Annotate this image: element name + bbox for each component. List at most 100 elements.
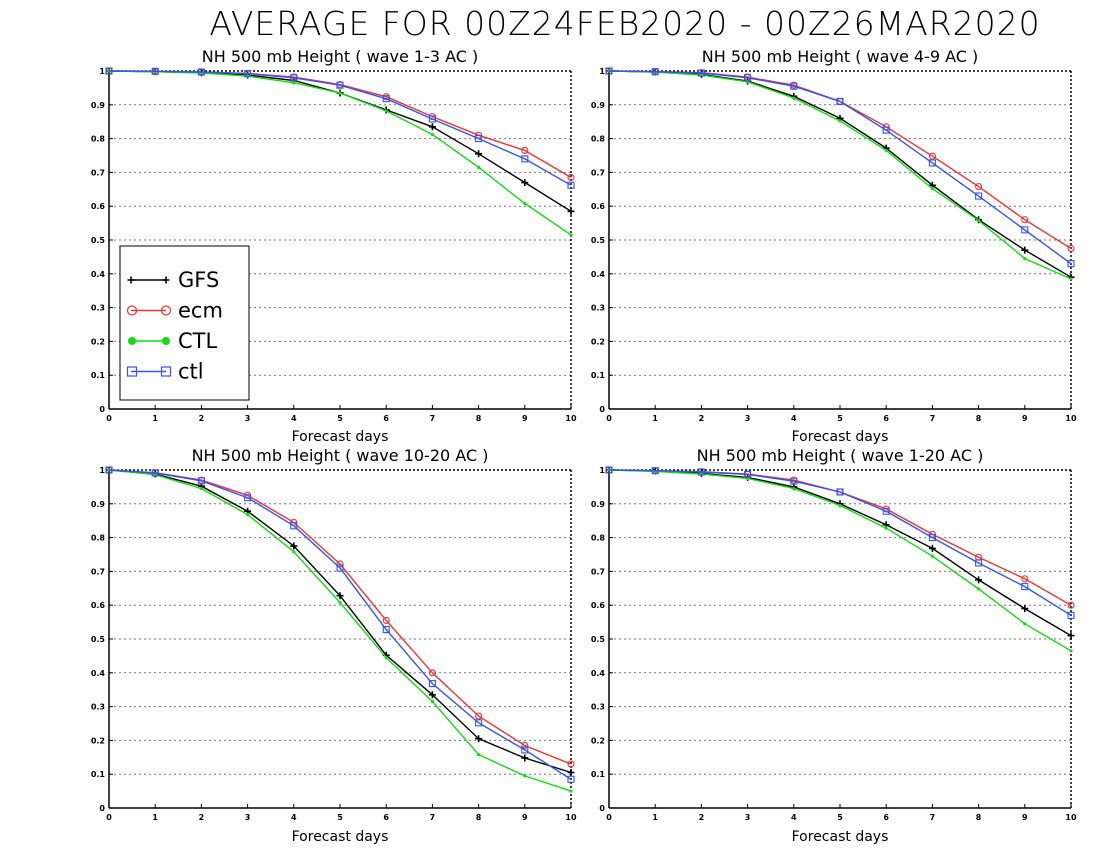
data-point <box>477 165 481 169</box>
legend: GFS ecm CTL ctl <box>119 245 250 401</box>
x-tick-label: 5 <box>337 813 343 822</box>
data-point <box>567 173 575 182</box>
data-point <box>930 187 935 191</box>
data-point <box>838 119 842 123</box>
data-point <box>384 109 388 113</box>
data-point <box>523 201 527 206</box>
x-tick-label: 3 <box>245 813 251 822</box>
data-point <box>428 691 436 699</box>
x-axis-label: Forecast days <box>792 429 889 445</box>
legend-box <box>119 245 250 401</box>
data-point <box>1067 244 1075 252</box>
data-point <box>975 192 983 200</box>
x-tick-label: 1 <box>652 414 658 423</box>
y-tick-label: 0.4 <box>91 669 106 678</box>
x-tick-label: 0 <box>606 414 612 423</box>
legend-item-ctl: ctl <box>126 360 204 384</box>
data-point <box>151 469 159 477</box>
y-tick-label: 0.8 <box>591 135 606 144</box>
x-tick-label: 2 <box>699 414 705 423</box>
series-GFS <box>105 466 575 777</box>
legend-marker <box>160 366 172 377</box>
y-tick-label: 0.1 <box>591 371 606 380</box>
data-point <box>1021 216 1029 224</box>
data-point <box>1021 226 1029 234</box>
data-point <box>697 468 705 476</box>
data-point <box>1023 256 1027 261</box>
x-tick-label: 6 <box>383 813 389 822</box>
y-tick-label: 0.3 <box>591 304 605 313</box>
y-tick-label: 0.2 <box>591 736 605 745</box>
y-tick-label: 0.5 <box>91 635 106 644</box>
x-tick-label: 4 <box>791 414 797 423</box>
data-point <box>744 470 752 478</box>
data-point <box>882 507 890 515</box>
x-tick-label: 0 <box>106 813 112 822</box>
data-point <box>1067 260 1075 268</box>
data-point <box>244 494 252 502</box>
y-tick-label: 0.8 <box>91 534 106 543</box>
series-ecm <box>605 67 1075 252</box>
y-tick-label: 0.4 <box>591 669 606 678</box>
x-tick-label: 8 <box>976 414 982 423</box>
data-point <box>1067 601 1075 609</box>
x-tick-label: 7 <box>430 414 436 423</box>
data-point <box>1021 605 1029 613</box>
series-line <box>108 469 572 792</box>
legend-marker <box>128 337 136 345</box>
panel-1: NH 500 mb Height ( wave 1-3 AC ) 0 0.1 0.2 0… <box>91 47 577 445</box>
x-tick-label: 0 <box>606 813 612 822</box>
y-tick-label: 0.1 <box>591 770 606 779</box>
data-point <box>567 760 575 768</box>
data-point <box>1069 649 1073 653</box>
x-tick-label: 2 <box>699 813 705 822</box>
y-tick-label: 0 <box>599 804 605 813</box>
x-tick-label: 10 <box>565 813 577 822</box>
data-point <box>792 486 796 491</box>
data-point <box>569 789 573 793</box>
data-point <box>290 74 298 82</box>
data-point <box>569 233 573 237</box>
data-point <box>605 67 613 75</box>
legend-label: CTL <box>178 329 217 353</box>
x-tick-label: 1 <box>152 813 158 822</box>
legend-marker <box>162 276 170 284</box>
series-line <box>608 70 1072 265</box>
panel-4: NH 500 mb Height ( wave 1-20 AC ) 0 0.1 0.2… <box>591 446 1077 845</box>
y-tick-label: 0.6 <box>91 601 106 610</box>
data-point <box>477 752 481 757</box>
data-point <box>197 477 205 485</box>
legend-marker <box>126 366 138 377</box>
y-tick-label: 0.9 <box>91 101 106 110</box>
legend-item-GFS: GFS <box>127 268 219 292</box>
data-point <box>105 466 113 474</box>
x-tick-label: 5 <box>837 813 843 822</box>
panel-3: NH 500 mb Height ( wave 10-20 AC ) 0 0.1 0.… <box>91 446 577 845</box>
x-tick-label: 8 <box>476 813 482 822</box>
y-tick-label: 0.6 <box>591 601 606 610</box>
y-tick-label: 0.7 <box>591 567 605 576</box>
data-point <box>567 207 575 215</box>
y-tick-label: 0.9 <box>591 101 606 110</box>
data-point <box>977 587 981 591</box>
data-point <box>928 534 936 542</box>
data-point <box>475 150 483 158</box>
data-point <box>475 719 483 727</box>
panel-title: NH 500 mb Height ( wave 1-3 AC ) <box>202 47 479 66</box>
data-point <box>567 775 575 783</box>
data-point <box>928 152 936 160</box>
data-point <box>928 544 936 552</box>
data-point <box>338 600 342 605</box>
x-tick-label: 7 <box>930 813 936 822</box>
legend-item-CTL: CTL <box>128 329 217 353</box>
y-tick-label: 0.8 <box>591 534 606 543</box>
series-line <box>108 469 572 765</box>
x-tick-label: 3 <box>245 414 251 423</box>
series-GFS <box>105 67 575 215</box>
legend-label: ctl <box>178 360 204 384</box>
y-tick-label: 0.8 <box>91 135 106 144</box>
data-point <box>475 735 483 743</box>
y-tick-label: 1 <box>599 466 605 475</box>
data-point <box>651 467 659 475</box>
data-point <box>428 669 436 677</box>
